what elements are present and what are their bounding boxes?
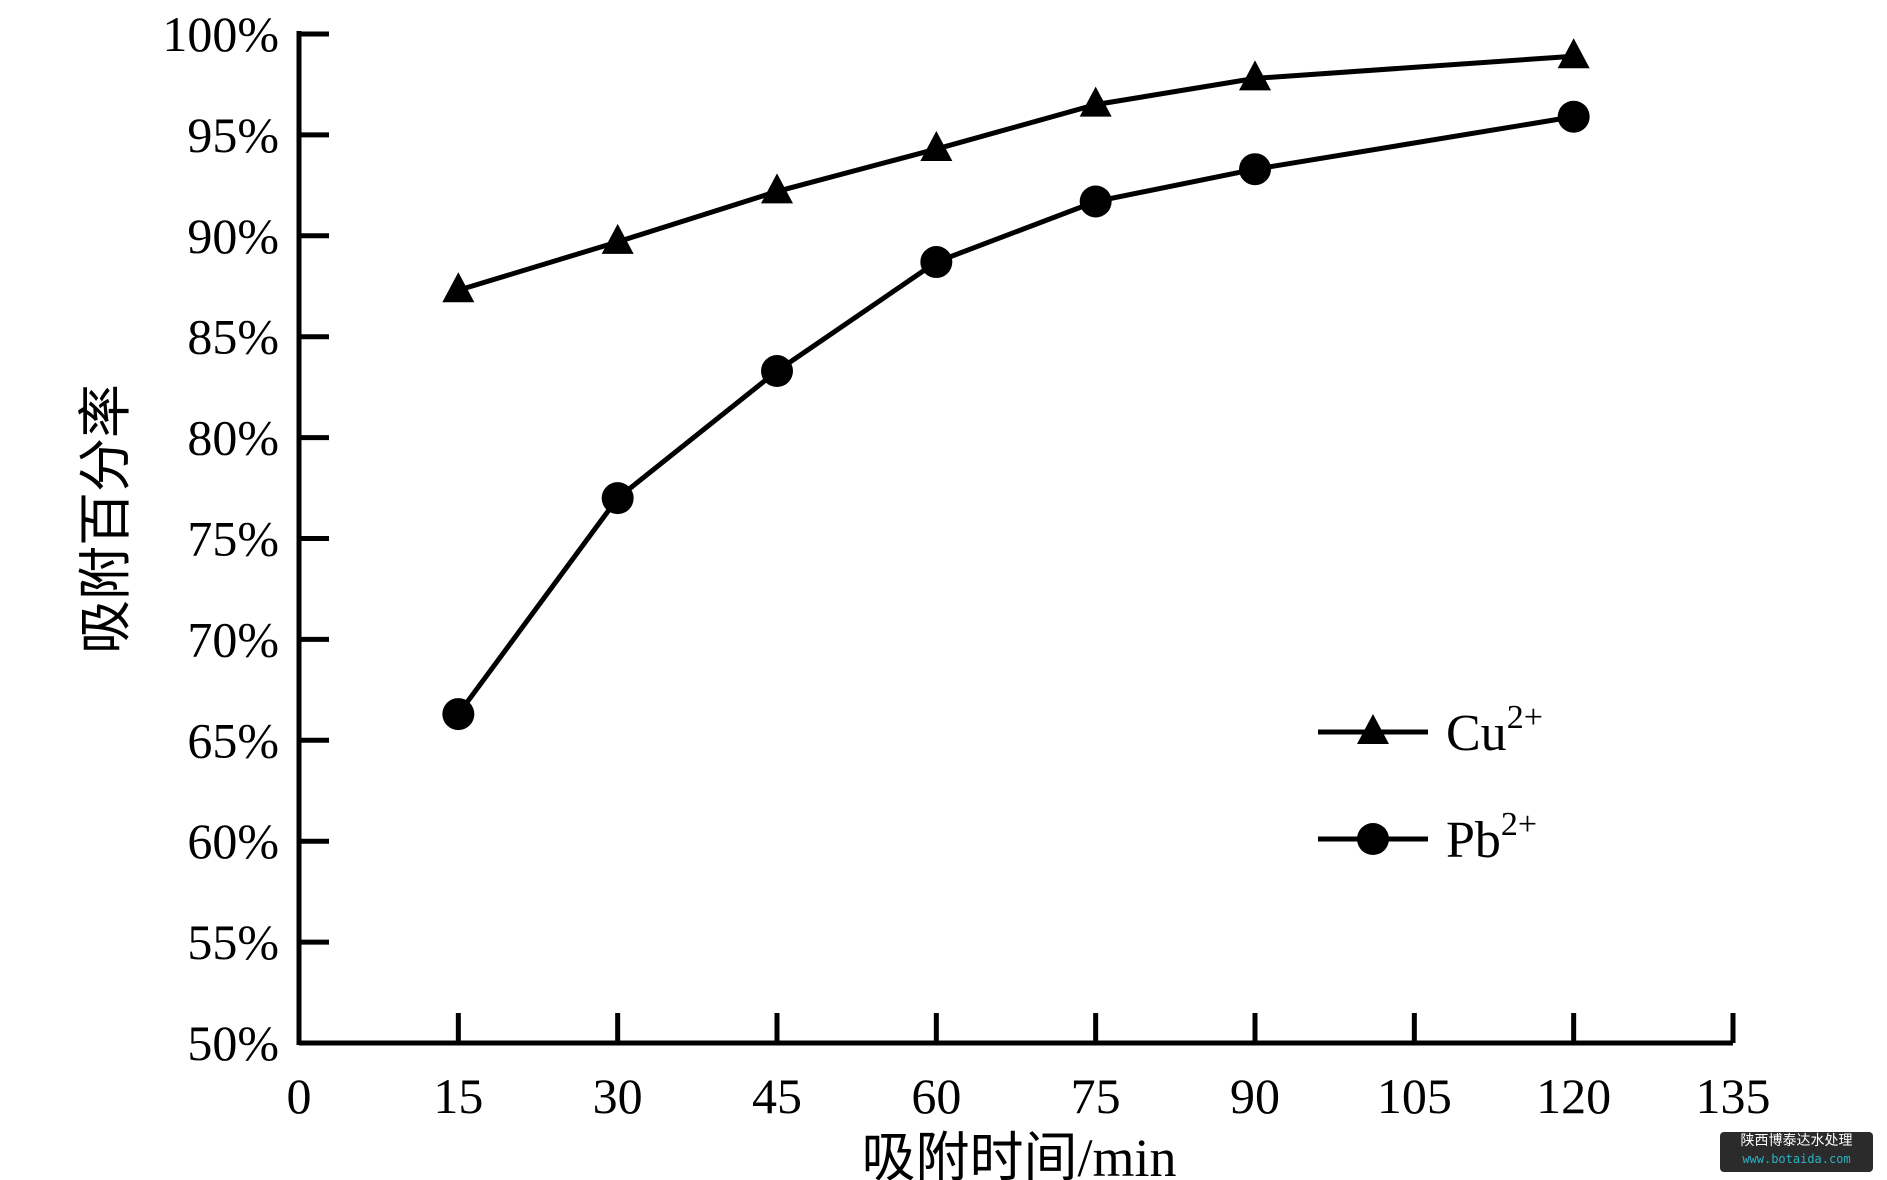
legend-superscript: 2+ — [1501, 806, 1537, 843]
data-point-pb — [601, 482, 634, 515]
legend-label-cu: Cu2+ — [1446, 699, 1543, 762]
y-tick-label: 80% — [187, 410, 279, 466]
legend-superscript: 2+ — [1507, 699, 1543, 736]
y-axis-label: 吸附百分率 — [76, 384, 136, 654]
x-tick-label: 30 — [593, 1068, 643, 1124]
watermark: 陕西博泰达水处理 www.botaida.com — [1720, 1132, 1873, 1172]
y-tick-label: 55% — [187, 914, 279, 970]
data-point-cu — [1557, 38, 1590, 69]
series-line-cu — [457, 53, 1574, 293]
data-point-cu — [601, 223, 634, 254]
x-tick-label: 60 — [911, 1068, 961, 1124]
data-point-pb — [920, 246, 953, 279]
x-tick-label: 45 — [752, 1068, 802, 1124]
legend-label-pb: Pb2+ — [1446, 806, 1537, 869]
y-tick-label: 60% — [187, 813, 279, 869]
y-tick-label: 100% — [162, 6, 279, 62]
x-tick-label: 90 — [1230, 1068, 1280, 1124]
data-point-pb — [442, 698, 475, 731]
x-tick-label: 120 — [1536, 1068, 1611, 1124]
data-point-pb — [761, 355, 793, 388]
y-tick-label: 85% — [187, 309, 279, 365]
x-tick-label: 135 — [1696, 1068, 1771, 1124]
data-point-cu — [761, 173, 793, 204]
y-tick-label: 65% — [187, 712, 279, 768]
x-tick-label: 15 — [433, 1068, 483, 1124]
data-point-cu — [920, 131, 953, 162]
series-line-pb — [456, 114, 1575, 716]
x-tick-label: 75 — [1071, 1068, 1121, 1124]
data-point-cu — [1079, 86, 1112, 117]
y-tick-label: 95% — [187, 107, 279, 163]
y-tick-label: 70% — [187, 611, 279, 667]
watermark-line1: 陕西博泰达水处理 — [1740, 1133, 1853, 1149]
y-tick-label: 75% — [187, 511, 279, 567]
y-tick-label: 90% — [187, 208, 279, 264]
legend-marker-pb — [1357, 823, 1389, 855]
legend-marker-cu — [1357, 714, 1389, 744]
x-axis-label: 吸附时间/min — [861, 1128, 1176, 1180]
x-tick-label: 105 — [1377, 1068, 1452, 1124]
data-point-pb — [1239, 153, 1271, 186]
data-point-cu — [442, 272, 475, 303]
data-point-cu — [1239, 60, 1271, 91]
watermark-line2: www.botaida.com — [1742, 1152, 1851, 1166]
data-point-pb — [1079, 185, 1112, 218]
data-point-pb — [1557, 100, 1590, 133]
y-tick-label: 50% — [187, 1015, 279, 1071]
x-tick-label: 0 — [287, 1068, 312, 1124]
